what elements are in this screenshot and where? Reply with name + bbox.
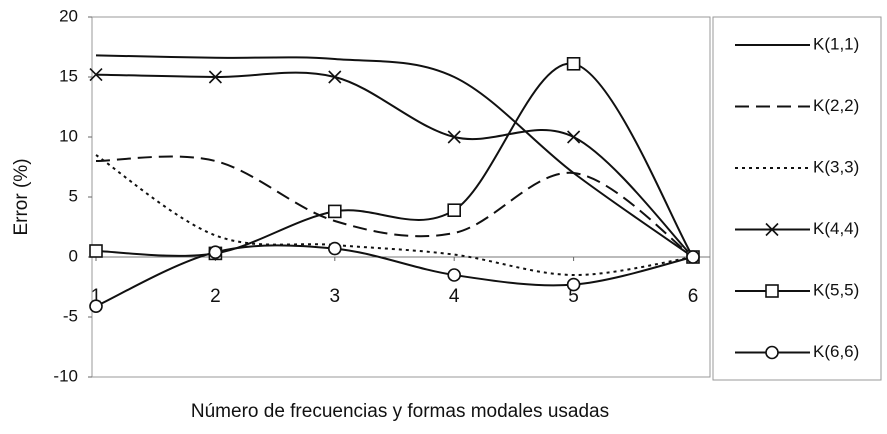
- y-tick-label: -10: [53, 366, 78, 385]
- y-tick-label: 5: [69, 186, 78, 205]
- series-line: [95, 71, 694, 258]
- y-tick-label: 10: [59, 126, 78, 145]
- series-line: [95, 155, 694, 258]
- point-marker: [447, 203, 462, 217]
- point-marker: [566, 56, 581, 71]
- x-tick-label: 2: [210, 286, 221, 307]
- x-tick-label: 5: [568, 286, 579, 307]
- legend-label: K(5,5): [813, 280, 859, 299]
- x-tick-label: 1: [91, 286, 102, 307]
- point-marker: [89, 299, 103, 314]
- legend-frame: [712, 16, 882, 381]
- y-tick-label: 15: [59, 66, 78, 85]
- series-line: [95, 54, 694, 258]
- x-tick-label: 3: [330, 286, 341, 307]
- point-marker: [328, 70, 342, 84]
- point-marker: [566, 277, 581, 292]
- y-tick-label: 0: [69, 246, 78, 265]
- point-marker: [447, 268, 462, 282]
- point-marker: [89, 68, 103, 82]
- y-tick-label: -5: [63, 306, 78, 325]
- point-marker: [89, 244, 103, 258]
- x-tick-label: 6: [688, 286, 699, 307]
- legend-label: K(6,6): [813, 342, 859, 361]
- y-tick-label: 20: [59, 6, 78, 25]
- point-marker: [567, 130, 581, 144]
- series-line: [95, 154, 694, 277]
- legend-label: K(1,1): [813, 34, 859, 53]
- legend-marker: [765, 345, 779, 360]
- point-marker: [327, 204, 342, 219]
- point-marker: [447, 130, 461, 144]
- point-marker: [686, 250, 700, 264]
- series-line: [95, 62, 694, 258]
- x-tick-label: 4: [449, 286, 460, 307]
- legend-label: K(2,2): [813, 96, 859, 115]
- series-line: [95, 244, 694, 308]
- legend-label: K(3,3): [813, 157, 859, 176]
- legend-marker: [765, 222, 779, 237]
- plot-frame: [91, 16, 711, 378]
- point-marker: [208, 245, 223, 259]
- legend-marker: [765, 284, 779, 298]
- point-marker: [327, 241, 342, 256]
- x-axis-label: Número de frecuencias y formas modales u…: [191, 401, 609, 422]
- legend-label: K(4,4): [813, 219, 859, 238]
- point-marker: [208, 70, 222, 84]
- y-axis-label: Error (%): [11, 158, 32, 235]
